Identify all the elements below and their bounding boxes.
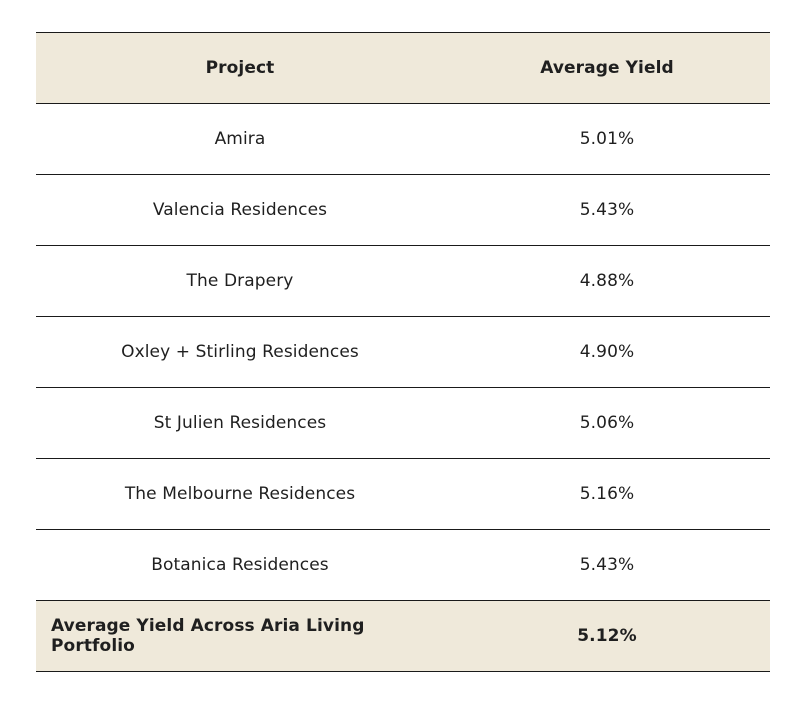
summary-yield: 5.12% (444, 600, 770, 672)
project-yield: 5.06% (444, 387, 770, 459)
header-average-yield: Average Yield (444, 32, 770, 104)
project-name: St Julien Residences (36, 387, 444, 459)
summary-label: Average Yield Across Aria Living Portfol… (36, 600, 444, 672)
table-header-row: Project Average Yield (36, 32, 770, 104)
project-yield: 5.43% (444, 174, 770, 246)
project-name: Oxley + Stirling Residences (36, 316, 444, 388)
project-name: The Drapery (36, 245, 444, 317)
project-name: Amira (36, 103, 444, 175)
project-name: Botanica Residences (36, 529, 444, 601)
summary-row: Average Yield Across Aria Living Portfol… (36, 600, 770, 672)
table-row: Amira 5.01% (36, 103, 770, 175)
project-yield: 5.01% (444, 103, 770, 175)
table-row: Oxley + Stirling Residences 4.90% (36, 316, 770, 388)
project-name: The Melbourne Residences (36, 458, 444, 530)
project-name: Valencia Residences (36, 174, 444, 246)
yield-table: Project Average Yield Amira 5.01% Valenc… (36, 32, 770, 672)
table-row: Botanica Residences 5.43% (36, 529, 770, 601)
project-yield: 5.43% (444, 529, 770, 601)
table-row: The Melbourne Residences 5.16% (36, 458, 770, 530)
project-yield: 4.88% (444, 245, 770, 317)
table-row: Valencia Residences 5.43% (36, 174, 770, 246)
project-yield: 5.16% (444, 458, 770, 530)
project-yield: 4.90% (444, 316, 770, 388)
table-row: The Drapery 4.88% (36, 245, 770, 317)
table-row: St Julien Residences 5.06% (36, 387, 770, 459)
header-project: Project (36, 32, 444, 104)
yield-table-container: Project Average Yield Amira 5.01% Valenc… (36, 32, 770, 672)
